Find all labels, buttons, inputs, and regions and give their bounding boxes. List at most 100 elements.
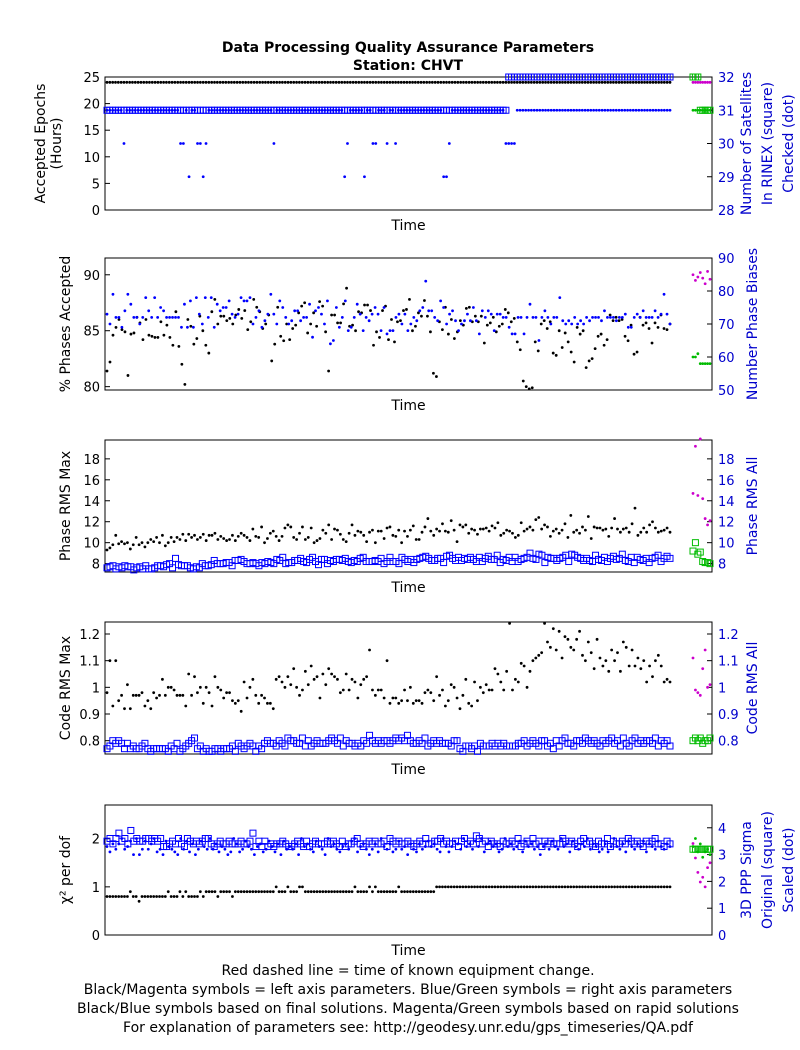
dot-mark bbox=[274, 885, 278, 889]
dot-mark bbox=[138, 322, 142, 326]
dot-mark bbox=[289, 683, 293, 687]
dot-mark bbox=[502, 531, 506, 535]
dot-mark bbox=[505, 669, 509, 673]
dot-mark bbox=[561, 319, 565, 323]
dot-mark bbox=[394, 316, 398, 319]
series-code_rms_max_rapid bbox=[691, 648, 712, 697]
dot-mark bbox=[409, 322, 413, 326]
dot-mark bbox=[303, 890, 307, 894]
dot-mark bbox=[120, 325, 124, 329]
dot-mark bbox=[411, 890, 415, 894]
dot-mark bbox=[645, 885, 649, 889]
dot-mark bbox=[490, 80, 494, 84]
dot-mark bbox=[574, 845, 578, 848]
dot-mark bbox=[246, 328, 250, 331]
dot-mark bbox=[418, 842, 421, 846]
dot-mark bbox=[660, 80, 663, 84]
dot-mark bbox=[368, 648, 371, 652]
dot-mark bbox=[227, 80, 231, 84]
dot-mark bbox=[228, 890, 231, 894]
dot-mark bbox=[388, 701, 392, 705]
dot-mark bbox=[647, 316, 651, 319]
dot-mark bbox=[503, 308, 507, 311]
dot-mark bbox=[623, 108, 627, 112]
dot-mark bbox=[181, 80, 185, 84]
dot-mark bbox=[463, 319, 466, 323]
dot-mark bbox=[441, 837, 445, 840]
dot-mark bbox=[150, 316, 154, 319]
dot-mark bbox=[129, 839, 132, 843]
dot-mark bbox=[245, 299, 249, 303]
dot-mark bbox=[219, 688, 223, 692]
dot-mark bbox=[300, 80, 304, 84]
square-mark bbox=[421, 734, 429, 742]
dot-mark bbox=[245, 536, 249, 539]
right-tick-label: 60 bbox=[718, 351, 735, 366]
dot-mark bbox=[644, 316, 648, 319]
dot-mark bbox=[616, 885, 619, 889]
dot-mark bbox=[467, 305, 471, 309]
dot-mark bbox=[656, 885, 660, 889]
dot-mark bbox=[426, 688, 430, 692]
dot-mark bbox=[120, 837, 124, 840]
dot-mark bbox=[312, 80, 315, 84]
dot-mark bbox=[436, 80, 440, 84]
right-tick-label: 18 bbox=[718, 453, 735, 468]
dot-mark bbox=[161, 677, 164, 681]
dot-mark bbox=[254, 534, 258, 538]
dot-mark bbox=[640, 80, 644, 84]
dot-mark bbox=[696, 275, 700, 279]
dot-mark bbox=[122, 80, 126, 84]
dot-mark bbox=[125, 80, 129, 84]
dot-mark bbox=[399, 80, 403, 84]
dot-mark bbox=[111, 895, 115, 898]
dot-mark bbox=[609, 316, 612, 319]
dot-mark bbox=[508, 621, 511, 625]
dot-mark bbox=[447, 142, 451, 145]
dot-mark bbox=[268, 890, 272, 894]
dot-mark bbox=[417, 890, 421, 894]
dot-mark bbox=[583, 80, 587, 84]
dot-mark bbox=[271, 707, 275, 711]
dot-mark bbox=[459, 80, 463, 84]
dot-mark bbox=[324, 330, 328, 334]
right-tick-label: 80 bbox=[718, 285, 735, 300]
dot-mark bbox=[595, 885, 599, 889]
dot-mark bbox=[269, 80, 273, 84]
dot-mark bbox=[140, 541, 144, 545]
dot-mark bbox=[192, 342, 196, 346]
dot-mark bbox=[493, 667, 497, 671]
dot-mark bbox=[706, 847, 709, 851]
dot-mark bbox=[114, 895, 118, 898]
dot-mark bbox=[309, 322, 313, 326]
dot-mark bbox=[261, 80, 265, 84]
dot-mark bbox=[343, 299, 347, 303]
dot-mark bbox=[500, 322, 504, 326]
dot-mark bbox=[321, 672, 325, 676]
dot-mark bbox=[388, 525, 392, 529]
dot-mark bbox=[634, 80, 638, 84]
dot-mark bbox=[191, 842, 194, 846]
dot-mark bbox=[617, 80, 621, 84]
dot-mark bbox=[594, 316, 597, 319]
dot-mark bbox=[585, 316, 588, 319]
dot-mark bbox=[659, 664, 663, 668]
dot-mark bbox=[468, 842, 471, 846]
dot-mark bbox=[412, 847, 415, 851]
dot-mark bbox=[708, 277, 712, 281]
square-mark bbox=[514, 835, 522, 843]
dot-mark bbox=[254, 693, 258, 697]
dot-mark bbox=[234, 313, 238, 317]
dot-mark bbox=[212, 325, 216, 329]
dot-mark bbox=[216, 895, 220, 898]
dot-mark bbox=[620, 316, 624, 319]
dot-mark bbox=[280, 534, 284, 538]
dot-mark bbox=[708, 853, 712, 856]
dot-mark bbox=[222, 314, 226, 318]
dot-mark bbox=[326, 80, 330, 84]
dot-mark bbox=[355, 302, 359, 306]
dot-mark bbox=[662, 292, 666, 296]
dot-mark bbox=[708, 861, 712, 865]
dot-mark bbox=[351, 323, 354, 327]
dot-mark bbox=[198, 685, 202, 689]
